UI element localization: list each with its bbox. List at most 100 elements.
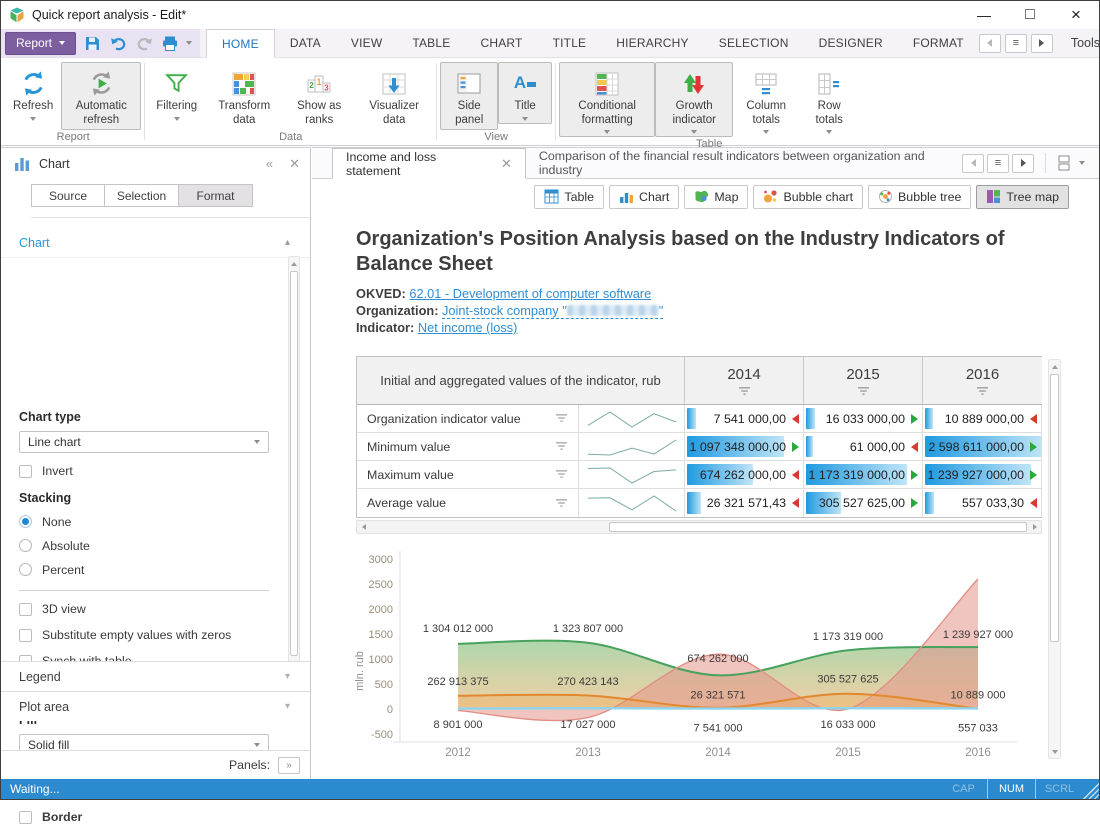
ribbon-list-button[interactable]: ≡	[1005, 34, 1027, 53]
3d-view-checkbox[interactable]	[19, 603, 32, 616]
conditional-formatting-button[interactable]: Conditional formatting	[559, 62, 655, 137]
side-panel-button[interactable]: Side panel	[440, 62, 498, 130]
resize-grip[interactable]	[1083, 779, 1099, 799]
stacking-absolute-row[interactable]: Absolute	[19, 538, 269, 553]
scroll-up-button[interactable]	[289, 257, 299, 270]
title-button[interactable]: A Title	[498, 62, 552, 124]
view-bubble-chart-button[interactable]: Bubble chart	[753, 185, 863, 209]
expand-section-icon[interactable]: ▾	[285, 701, 290, 712]
filter-icon[interactable]	[555, 470, 568, 479]
print-button[interactable]	[160, 32, 180, 54]
filter-icon[interactable]	[976, 387, 989, 396]
value-cell[interactable]: 10 889 000,00	[923, 405, 1042, 433]
table-horizontal-scrollbar[interactable]	[356, 520, 1042, 534]
close-button[interactable]: ×	[1053, 1, 1099, 29]
invert-checkbox[interactable]	[19, 465, 32, 478]
value-cell[interactable]: 1 239 927 000,00	[923, 461, 1042, 489]
ribbon-tab-chart[interactable]: CHART	[465, 29, 537, 57]
redo-button[interactable]	[134, 32, 154, 54]
stacking-none-row[interactable]: None	[19, 514, 269, 529]
indicator-link[interactable]: Net income (loss)	[418, 320, 518, 335]
doc-tab-income-loss[interactable]: Income and loss statement✕	[332, 148, 526, 179]
filter-icon[interactable]	[555, 442, 568, 451]
3d-view-row[interactable]: 3D view	[19, 601, 269, 617]
filter-icon[interactable]	[555, 414, 568, 423]
value-cell[interactable]: 1 173 319 000,00	[804, 461, 923, 489]
okved-link[interactable]: 62.01 - Development of computer software	[409, 286, 651, 301]
view-chart-button[interactable]: Chart	[609, 185, 679, 209]
collapse-panel-button[interactable]: «	[266, 156, 273, 172]
stacking-percent-radio[interactable]	[19, 563, 32, 576]
value-cell[interactable]: 61 000,00	[804, 433, 923, 461]
transform-data-button[interactable]: Transform data	[205, 62, 283, 130]
scrollbar-thumb[interactable]	[1050, 374, 1059, 642]
value-cell[interactable]: 16 033 000,00	[804, 405, 923, 433]
ribbon-nav-forward-button[interactable]	[1031, 34, 1053, 53]
panel-section-legend[interactable]: Legend▾	[1, 661, 310, 691]
ribbon-tab-title[interactable]: TITLE	[538, 29, 602, 57]
tab-list-button[interactable]: ≡	[987, 154, 1009, 173]
tools-menu[interactable]: Tools	[1071, 36, 1100, 50]
filter-icon[interactable]	[738, 387, 751, 396]
value-cell[interactable]: 1 097 348 000,00	[685, 433, 804, 461]
chart-type-select[interactable]: Line chart	[19, 431, 269, 453]
growth-indicator-button[interactable]: Growth indicator	[655, 62, 733, 137]
row-totals-button[interactable]: Row totals	[799, 62, 859, 137]
stacking-percent-row[interactable]: Percent	[19, 562, 269, 577]
value-cell[interactable]: 557 033,30	[923, 489, 1042, 517]
tab-scroll-left-button[interactable]	[962, 154, 984, 173]
filtering-button[interactable]: Filtering	[148, 62, 205, 124]
scroll-down-button[interactable]	[1049, 745, 1060, 758]
ribbon-tab-designer[interactable]: DESIGNER	[804, 29, 898, 57]
scroll-right-button[interactable]	[1028, 521, 1041, 533]
main-vertical-scrollbar[interactable]	[1048, 359, 1061, 759]
row-label-maximum[interactable]: Maximum value	[357, 461, 579, 489]
save-button[interactable]	[82, 32, 102, 54]
stacking-absolute-radio[interactable]	[19, 539, 32, 552]
view-table-button[interactable]: Table	[534, 185, 604, 209]
print-options-chevron-icon[interactable]	[186, 41, 192, 45]
undo-button[interactable]	[108, 32, 128, 54]
row-label-average[interactable]: Average value	[357, 489, 579, 517]
automatic-refresh-button[interactable]: Automatic refresh	[61, 62, 141, 130]
row-label-organization[interactable]: Organization indicator value	[357, 405, 579, 433]
organization-link[interactable]: Joint-stock company ""	[442, 303, 663, 319]
column-header-2016[interactable]: 2016	[923, 357, 1042, 405]
minimize-button[interactable]: —	[961, 1, 1007, 29]
substitute-zeros-checkbox[interactable]	[19, 629, 32, 642]
panels-more-button[interactable]: »	[278, 757, 300, 774]
maximize-button[interactable]: □	[1007, 1, 1053, 29]
view-bubble-tree-button[interactable]: Bubble tree	[868, 185, 971, 209]
value-cell[interactable]: 2 598 611 000,00	[923, 433, 1042, 461]
row-label-minimum[interactable]: Minimum value	[357, 433, 579, 461]
layout-button[interactable]	[1057, 155, 1085, 171]
scrollbar-thumb[interactable]	[290, 271, 298, 656]
ribbon-tab-hierarchy[interactable]: HIERARCHY	[601, 29, 703, 57]
column-header-2015[interactable]: 2015	[804, 357, 923, 405]
tab-scroll-right-button[interactable]	[1012, 154, 1034, 173]
close-panel-button[interactable]: ✕	[289, 156, 300, 172]
refresh-button[interactable]: Refresh	[5, 62, 61, 124]
ribbon-tab-table[interactable]: TABLE	[397, 29, 465, 57]
value-cell[interactable]: 26 321 571,43	[685, 489, 804, 517]
scrollbar-thumb[interactable]	[609, 522, 1027, 532]
panel-tab-selection[interactable]: Selection	[105, 184, 179, 207]
scroll-left-button[interactable]	[357, 521, 370, 533]
substitute-zeros-row[interactable]: Substitute empty values with zeros	[19, 627, 269, 643]
ribbon-tab-home[interactable]: HOME	[206, 29, 275, 58]
border-row[interactable]: Border	[19, 809, 269, 825]
value-cell[interactable]: 674 262 000,00	[685, 461, 804, 489]
ribbon-nav-back-button[interactable]	[979, 34, 1001, 53]
collapse-section-icon[interactable]: ▴	[285, 237, 290, 248]
view-map-button[interactable]: Map	[684, 185, 748, 209]
filter-icon[interactable]	[857, 387, 870, 396]
ribbon-tab-selection[interactable]: SELECTION	[704, 29, 804, 57]
panel-scrollbar[interactable]	[288, 256, 300, 688]
scroll-up-button[interactable]	[1049, 360, 1060, 373]
view-tree-map-button[interactable]: Tree map	[976, 185, 1069, 209]
ribbon-tab-data[interactable]: DATA	[275, 29, 336, 57]
panel-tab-format[interactable]: Format	[179, 184, 253, 207]
ribbon-tab-format[interactable]: FORMAT	[898, 29, 979, 57]
expand-section-icon[interactable]: ▾	[285, 671, 290, 682]
